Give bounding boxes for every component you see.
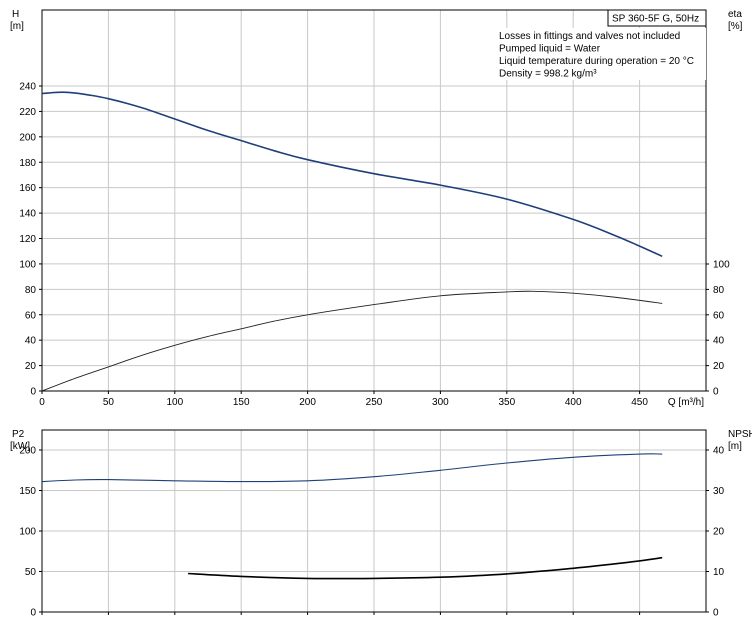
y-right-tick-label: 30 <box>713 486 725 497</box>
x-tick-label: 200 <box>299 397 316 408</box>
x-tick-label: 250 <box>366 397 383 408</box>
x-tick-label: 400 <box>565 397 582 408</box>
y-left-tick-label: 100 <box>19 259 36 270</box>
y-right-tick-label: 20 <box>713 527 725 538</box>
y-left-tick-label: 0 <box>30 387 36 398</box>
y-left-axis-label: P2 <box>12 429 25 440</box>
x-tick-label: 100 <box>166 397 183 408</box>
series-line-top-right <box>41 290 663 392</box>
x-tick-label: 450 <box>631 397 648 408</box>
y-right-tick-label: 80 <box>713 285 725 296</box>
x-tick-label: 350 <box>498 397 515 408</box>
y-left-tick-label: 80 <box>25 285 37 296</box>
chart-title: SP 360-5F G, 50Hz <box>612 14 699 25</box>
y-right-tick-label: 20 <box>713 361 725 372</box>
y-left-tick-label: 50 <box>25 567 37 578</box>
notes-background <box>497 28 706 80</box>
y-left-tick-label: 160 <box>19 183 36 194</box>
panel-top <box>39 9 709 394</box>
y-left-tick-label: 200 <box>19 446 36 457</box>
chart-note: Density = 998.2 kg/m³ <box>499 69 597 80</box>
y-left-tick-label: 0 <box>30 608 36 619</box>
y-right-tick-label: 60 <box>713 310 725 321</box>
chart-note: Liquid temperature during operation = 20… <box>499 56 694 67</box>
x-tick-label: 150 <box>233 397 250 408</box>
y-left-tick-label: 200 <box>19 132 36 143</box>
y-right-tick-label: 0 <box>713 608 719 619</box>
x-axis-label: Q [m³/h] <box>668 397 704 408</box>
chart-note: Pumped liquid = Water <box>499 44 601 55</box>
panel-bottom <box>39 429 709 615</box>
y-right-tick-label: 40 <box>713 446 725 457</box>
title-box <box>607 9 707 27</box>
y-right-axis-unit: [%] <box>728 21 743 32</box>
series-line-bottom-left <box>41 453 663 483</box>
y-left-tick-label: 20 <box>25 361 37 372</box>
x-tick-label: 0 <box>39 397 45 408</box>
y-left-tick-label: 220 <box>19 107 36 118</box>
y-left-tick-label: 150 <box>19 486 36 497</box>
y-right-axis-label: eta <box>728 9 742 20</box>
y-right-axis-unit: [m] <box>728 441 742 452</box>
y-left-axis-unit: [kW] <box>10 441 30 452</box>
x-tick-label: 50 <box>103 397 115 408</box>
y-right-tick-label: 100 <box>713 260 730 271</box>
y-right-tick-label: 0 <box>713 387 719 398</box>
y-left-tick-label: 180 <box>19 158 36 169</box>
x-tick-label: 300 <box>432 397 449 408</box>
y-left-tick-label: 40 <box>25 336 37 347</box>
series-line-bottom-right <box>188 556 663 580</box>
chart-note: Losses in fittings and valves not includ… <box>499 31 680 42</box>
y-left-tick-label: 140 <box>19 209 36 220</box>
y-right-tick-label: 40 <box>713 336 725 347</box>
series-line-top-left <box>41 91 663 258</box>
y-right-tick-label: 10 <box>713 567 725 578</box>
y-left-axis-unit: [m] <box>10 21 24 32</box>
y-left-axis-label: H <box>12 9 19 20</box>
y-left-tick-label: 120 <box>19 234 36 245</box>
y-left-tick-label: 100 <box>19 527 36 538</box>
y-left-tick-label: 60 <box>25 310 37 321</box>
y-left-tick-label: 240 <box>19 82 36 93</box>
y-right-axis-label: NPSH <box>728 429 752 440</box>
